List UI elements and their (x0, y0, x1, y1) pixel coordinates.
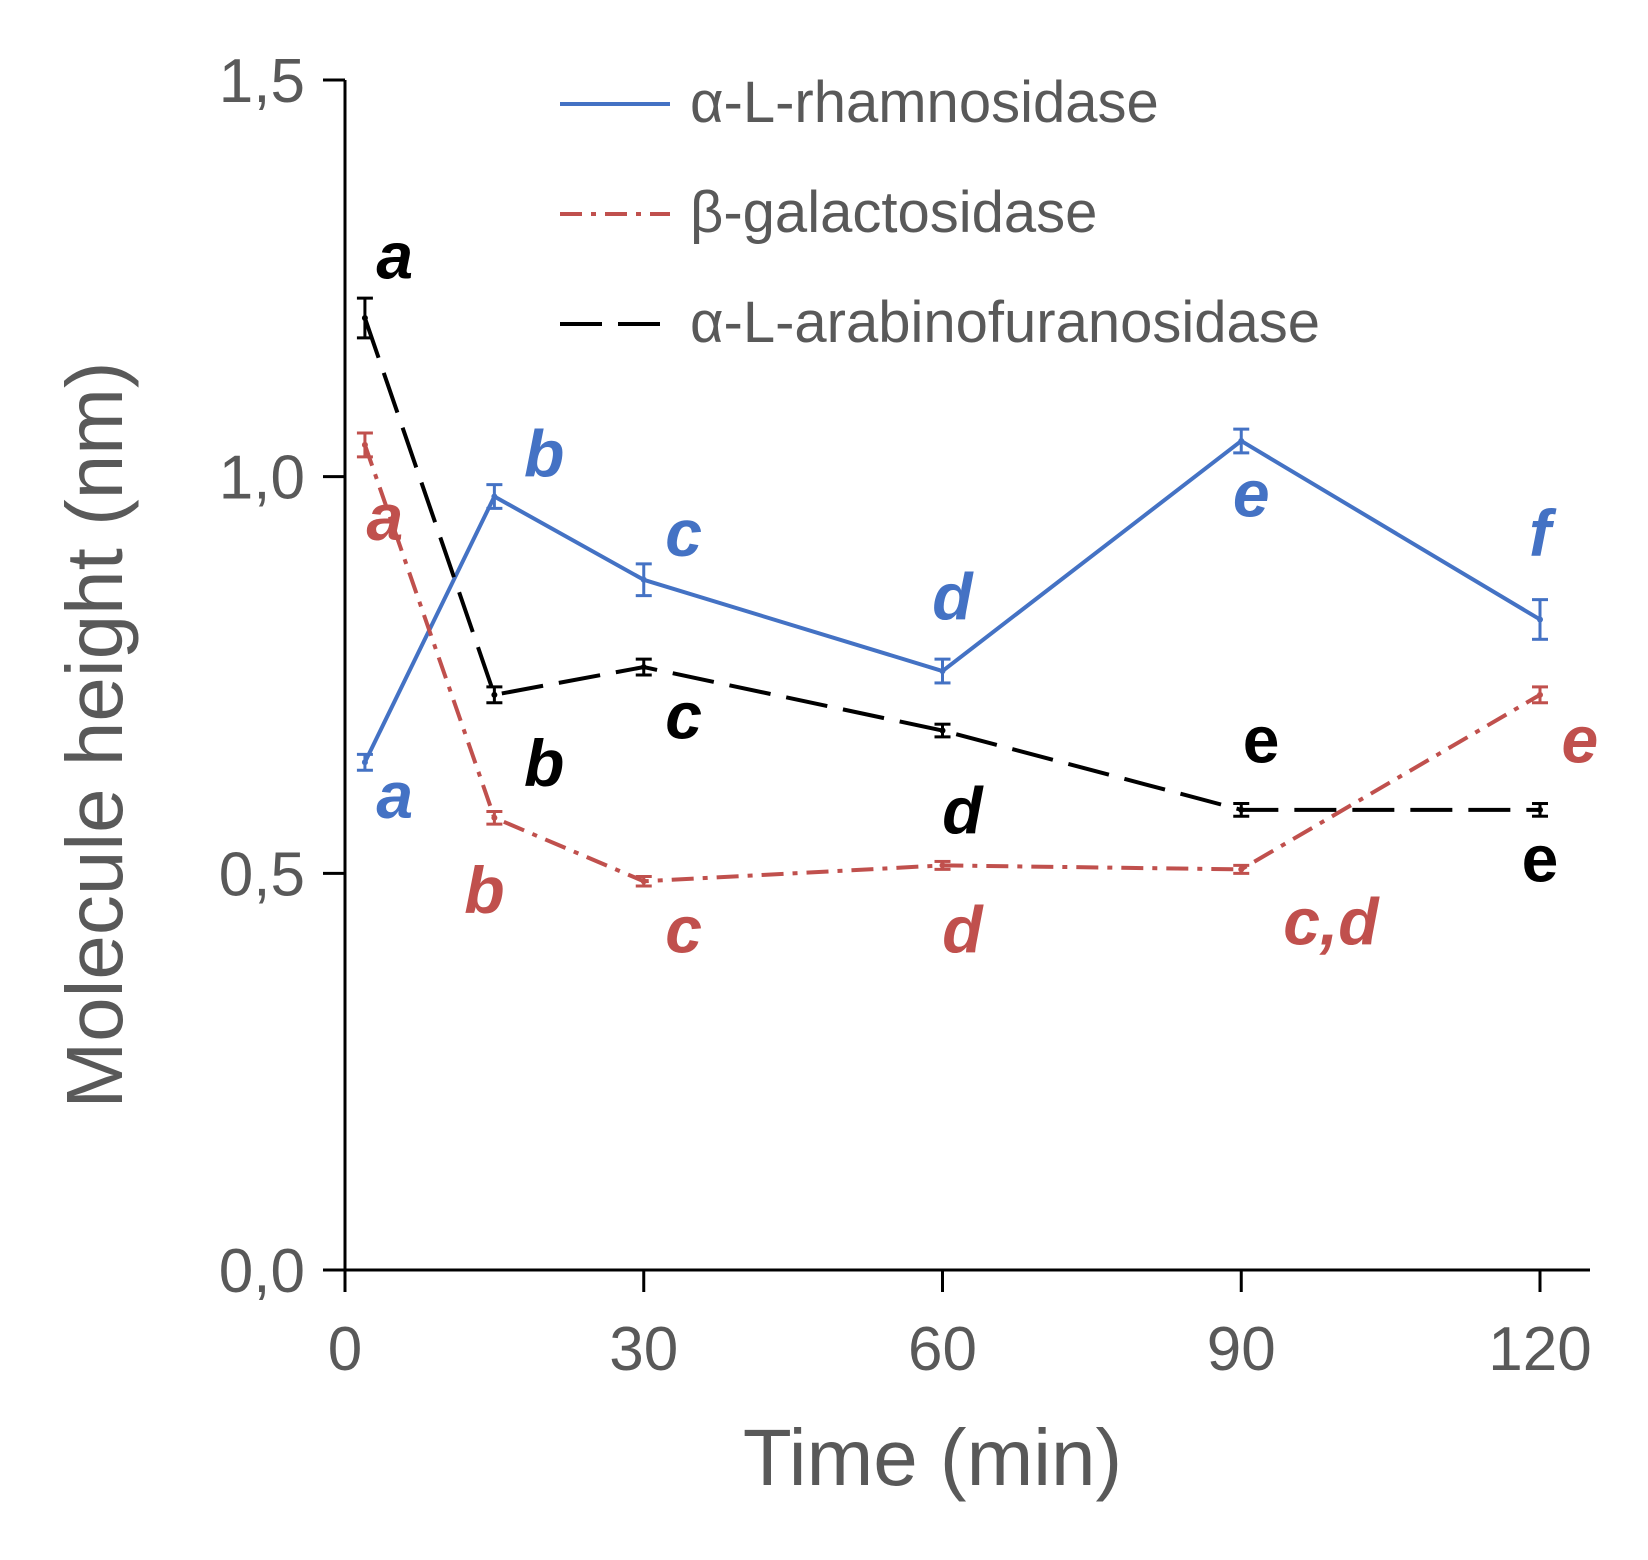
x-tick-label: 0 (328, 1315, 362, 1384)
x-ticks: 0 30 60 90 120 (328, 1270, 1592, 1384)
series-line (363, 444, 1542, 884)
x-tick-label: 90 (1207, 1315, 1276, 1384)
y-tick-label: 0,0 (219, 1237, 305, 1306)
data-point (640, 576, 647, 583)
significance-label: a (376, 758, 413, 832)
significance-label: c (665, 496, 702, 570)
y-tick-label: 1,5 (219, 47, 305, 116)
data-point (491, 814, 498, 821)
axes (343, 80, 1590, 1272)
data-point (939, 862, 946, 869)
y-tick-label: 1,0 (219, 444, 305, 513)
data-point (939, 668, 946, 675)
data-point (1537, 691, 1543, 698)
data-point (1537, 616, 1543, 623)
x-axis-title: Time (min) (743, 1413, 1122, 1502)
significance-label: e (1561, 702, 1598, 776)
significance-label: a (366, 480, 403, 554)
significance-label: f (1529, 496, 1557, 570)
significance-label: e (1243, 702, 1280, 776)
series-layer (356, 296, 1548, 888)
y-axis-title: Molecule height (nm) (50, 362, 139, 1109)
data-point (939, 727, 946, 734)
significance-label: b (524, 417, 564, 491)
x-tick-label: 120 (1488, 1315, 1591, 1384)
data-point (640, 664, 647, 671)
legend-item-arabinofuranosidase: α-L-arabinofuranosidase (560, 290, 1320, 355)
significance-label: c,d (1283, 885, 1380, 959)
significance-label: b (524, 726, 564, 800)
data-point (1537, 806, 1543, 813)
significance-label: b (464, 853, 504, 927)
series-0 (356, 427, 1548, 772)
y-ticks: 0,0 0,5 1,0 1,5 (219, 47, 345, 1306)
legend-item-rhamnosidase: α-L-rhamnosidase (560, 70, 1159, 135)
x-tick-label: 60 (908, 1315, 977, 1384)
series-line (363, 438, 1542, 764)
data-point (361, 759, 368, 766)
series-2 (356, 296, 1548, 818)
data-point (640, 878, 647, 885)
legend: α-L-rhamnosidase β-galactosidase α-L-ara… (560, 70, 1320, 355)
data-point (491, 691, 498, 698)
legend-label-galactosidase: β-galactosidase (690, 180, 1097, 245)
x-tick-label: 30 (609, 1315, 678, 1384)
data-point (1238, 866, 1245, 873)
data-point (361, 315, 368, 321)
y-tick-label: 0,5 (219, 840, 305, 909)
data-point (1238, 437, 1245, 444)
legend-label-rhamnosidase: α-L-rhamnosidase (690, 70, 1159, 135)
data-point (491, 493, 498, 500)
significance-label: d (942, 893, 984, 967)
data-point (361, 441, 368, 448)
significance-label: e (1233, 456, 1270, 530)
significance-label: c (665, 678, 702, 752)
significance-label: d (932, 559, 974, 633)
significance-label: a (376, 218, 413, 292)
legend-item-galactosidase: β-galactosidase (560, 180, 1097, 245)
series-line (363, 317, 1540, 812)
legend-label-arabinofuranosidase: α-L-arabinofuranosidase (690, 290, 1320, 355)
series-1 (356, 431, 1548, 888)
significance-label: d (942, 774, 984, 848)
data-point (1238, 806, 1245, 813)
significance-label: c (665, 893, 702, 967)
significance-label: e (1522, 821, 1559, 895)
